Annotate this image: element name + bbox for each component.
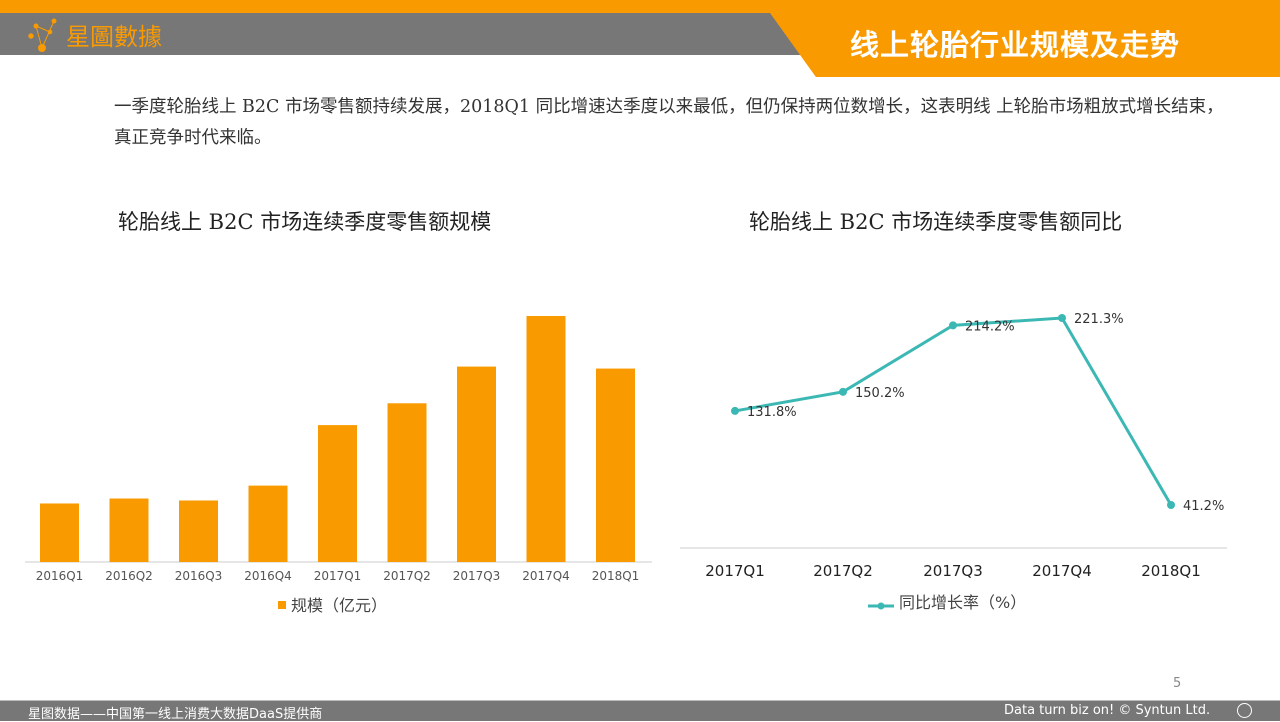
line-chart-title: 轮胎线上 B2C 市场连续季度零售额同比: [749, 210, 1123, 234]
line-tick-label: 2018Q1: [1141, 562, 1201, 580]
bar-tick-label: 2017Q4: [522, 569, 570, 583]
line-data-label: 221.3%: [1074, 312, 1124, 327]
line-legend-marker: [877, 602, 885, 610]
page-number: 5: [1173, 676, 1182, 691]
line-legend-label: 同比增长率（%）: [899, 593, 1026, 612]
line-point-2017Q1: [731, 406, 739, 415]
bar-2017Q1: [318, 425, 357, 562]
footer-copyright: Data turn biz on! © Syntun Ltd.: [1004, 703, 1211, 718]
bar-2017Q3: [457, 366, 496, 562]
footer-tagline: 星图数据——中国第一线上消费大数据DaaS提供商: [28, 707, 323, 722]
bar-legend-swatch: [278, 601, 286, 609]
bar-tick-label: 2016Q2: [105, 569, 153, 583]
bar-tick-label: 2017Q3: [453, 569, 501, 583]
bar-2016Q1: [40, 503, 79, 562]
bar-2017Q2: [387, 403, 427, 562]
line-point-2017Q2: [839, 387, 847, 396]
line-tick-label: 2017Q4: [1032, 562, 1092, 580]
bar-tick-label: 2018Q1: [592, 569, 640, 583]
header-bar: [0, 13, 800, 55]
line-data-label: 131.8%: [747, 405, 797, 420]
bar-tick-label: 2016Q3: [175, 569, 223, 583]
page-title: 线上轮胎行业规模及走势: [850, 28, 1181, 62]
line-data-label: 150.2%: [855, 386, 905, 401]
line-data-label: 214.2%: [965, 319, 1015, 334]
line-point-2018Q1: [1167, 501, 1175, 509]
bar-tick-label: 2016Q4: [244, 569, 292, 583]
line-series: [734, 316, 1173, 506]
bar-tick-label: 2016Q1: [36, 569, 84, 583]
logo-text: 星圖數據: [66, 23, 162, 51]
line-tick-label: 2017Q2: [813, 562, 873, 580]
bar-2016Q2: [109, 498, 149, 562]
logo: 星圖數據: [28, 17, 162, 52]
bar-tick-label: 2017Q2: [383, 569, 431, 583]
footer-bar: 星图数据——中国第一线上消费大数据DaaS提供商 Data turn biz o…: [0, 700, 1280, 722]
line-point-2017Q4: [1058, 314, 1066, 322]
line-data-label: 41.2%: [1183, 499, 1224, 514]
line-point-2017Q3: [949, 321, 957, 330]
bar-2016Q3: [179, 500, 218, 562]
bar-2017Q4: [526, 315, 566, 562]
bar-2016Q4: [248, 485, 288, 562]
bar-2018Q1: [596, 368, 635, 562]
title-banner: [770, 13, 1280, 77]
bar-tick-label: 2017Q1: [314, 569, 362, 583]
line-tick-label: 2017Q3: [923, 562, 983, 580]
circle-icon: [1237, 703, 1252, 718]
bar-chart-title: 轮胎线上 B2C 市场连续季度零售额规模: [118, 210, 492, 234]
constellation-logo-icon: [28, 18, 57, 52]
intro-paragraph: 一季度轮胎线上 B2C 市场零售额持续发展，2018Q1 同比增速达季度以来最低…: [114, 97, 1224, 148]
line-tick-label: 2017Q1: [705, 562, 765, 580]
top-accent-bar: [0, 0, 1280, 13]
bar-legend-label: 规模（亿元）: [291, 596, 387, 615]
